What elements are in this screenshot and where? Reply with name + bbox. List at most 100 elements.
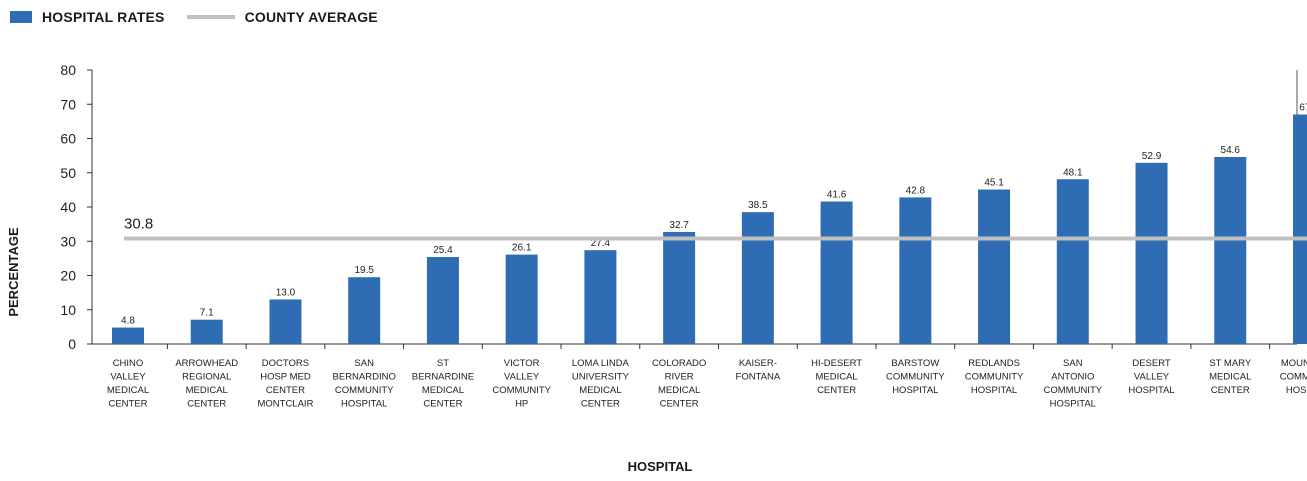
x-category-label: ARROWHEAD REGIONAL MEDICAL CENTER	[175, 358, 238, 410]
y-tick-label: 0	[68, 336, 76, 352]
x-category-label-line: CENTER	[817, 385, 856, 396]
bar-value-label: 41.6	[827, 190, 847, 201]
x-category-label: HI-DESERT MEDICAL CENTER	[811, 358, 862, 396]
x-category-label-line: BERNARDINO	[333, 372, 396, 383]
x-category-label-line: CHINO	[113, 358, 144, 369]
x-category-label-line: HOSP MED	[260, 372, 311, 383]
bar	[426, 257, 459, 344]
x-category-label-line: MONTCLAIR	[257, 399, 313, 410]
x-category-label-line: VALLEY	[504, 372, 540, 383]
x-category-label-line: COMMUNITY	[886, 372, 945, 383]
x-category-label: SAN ANTONIO COMMUNITY HOSPITAL	[1044, 358, 1103, 410]
bar-value-label: 38.5	[748, 200, 768, 211]
x-category-label-line: REGIONAL	[182, 372, 231, 383]
bar-value-label: 27.4	[591, 238, 611, 249]
x-category-label-line: MEDICAL	[107, 385, 149, 396]
x-category-label-line: CENTER	[1211, 385, 1250, 396]
x-category-label-line: SAN	[354, 358, 374, 369]
x-category-label: CHINO VALLEY MEDICAL CENTER	[107, 358, 149, 410]
x-category-label-line: ST	[437, 358, 449, 369]
x-category-label-line: MEDICAL	[186, 385, 228, 396]
bar-value-label: 67.0	[1299, 103, 1307, 114]
bar-value-label: 42.8	[906, 185, 926, 196]
x-category-label: VICTOR VALLEY COMMUNITY HP	[492, 358, 551, 410]
x-category-label-line: CENTER	[187, 399, 226, 410]
x-category-label-line: HOSPITAL	[1050, 399, 1096, 410]
bar-value-label: 25.4	[433, 245, 453, 256]
x-category-label-line: SAN	[1063, 358, 1083, 369]
chart-bars	[112, 114, 1307, 345]
bar	[505, 254, 538, 344]
x-category-label-line: HOSPITAL	[892, 385, 938, 396]
county-average-value-label: 30.8	[124, 216, 153, 233]
x-category-label: ST MARY MEDICAL CENTER	[1209, 358, 1252, 396]
x-category-label-line: MOUNTAINS	[1281, 358, 1307, 369]
x-category-label: ST BERNARDINE MEDICAL CENTER	[412, 358, 474, 410]
x-category-label: DOCTORS HOSP MED CENTER MONTCLAIR	[257, 358, 313, 410]
bar	[269, 299, 302, 344]
y-axis-title: PERCENTAGE	[6, 227, 21, 317]
bar	[663, 232, 696, 344]
bar	[584, 250, 617, 344]
x-category-label-line: UNIVERSITY	[572, 372, 630, 383]
x-category-label: BARSTOW COMMUNITY HOSPITAL	[886, 358, 945, 396]
bar-value-label: 13.0	[276, 287, 296, 298]
x-category-label-line: VALLEY	[110, 372, 146, 383]
x-category-label-line: DESERT	[1132, 358, 1171, 369]
bar	[820, 201, 853, 344]
bar	[1135, 162, 1168, 344]
chart-labels: 4.8 CHINO VALLEY MEDICAL CENTER 7.1 ARROWHEAD R…	[107, 103, 1307, 410]
bar	[348, 277, 381, 344]
x-category-label-line: DOCTORS	[262, 358, 309, 369]
x-category-label-line: VALLEY	[1134, 372, 1170, 383]
chart-legend: HOSPITAL RATES COUNTY AVERAGE	[10, 7, 392, 27]
bar	[190, 319, 223, 344]
bar-value-label: 52.9	[1142, 151, 1162, 162]
y-tick-label: 60	[60, 131, 76, 147]
y-tick-label: 50	[60, 165, 76, 181]
x-category-label-line: COMMUNITY	[335, 385, 394, 396]
bar	[1056, 179, 1089, 344]
x-category-label-line: COMMUNITY	[965, 372, 1024, 383]
x-category-label-line: HOSPITAL	[341, 399, 387, 410]
bar-value-label: 48.1	[1063, 167, 1083, 178]
x-category-label-line: HI-DESERT	[811, 358, 862, 369]
x-category-label-line: HOSPITAL	[1286, 385, 1307, 396]
x-category-label-line: VICTOR	[504, 358, 540, 369]
x-category-label-line: ARROWHEAD	[175, 358, 238, 369]
y-tick-label: 30	[60, 233, 76, 249]
x-category-label-line: FONTANA	[736, 372, 781, 383]
x-category-label-line: KAISER-	[739, 358, 777, 369]
x-category-label-line: MEDICAL	[815, 372, 857, 383]
x-category-label-line: CENTER	[660, 399, 699, 410]
bar	[978, 189, 1011, 344]
x-axis-title: HOSPITAL	[628, 459, 693, 474]
x-category-label: COLORADO RIVER MEDICAL CENTER	[652, 358, 706, 410]
x-category-label-line: CENTER	[423, 399, 462, 410]
bar-value-label: 54.6	[1221, 145, 1241, 156]
bar-value-label: 32.7	[669, 220, 689, 231]
bar	[741, 212, 774, 344]
y-tick-label: 80	[60, 62, 76, 78]
bar-value-label: 4.8	[121, 316, 135, 327]
x-category-label-line: HOSPITAL	[971, 385, 1017, 396]
x-category-label: MOUNTAINS COMMUNITY HOSPITAL	[1280, 358, 1307, 396]
bar-value-label: 7.1	[200, 308, 214, 319]
bar	[1293, 114, 1307, 345]
x-category-label-line: ST MARY	[1209, 358, 1252, 369]
bar-value-label: 19.5	[354, 265, 374, 276]
x-category-label: SAN BERNARDINO COMMUNITY HOSPITAL	[333, 358, 396, 410]
x-category-label-line: COMMUNITY	[492, 385, 551, 396]
bar	[1214, 156, 1247, 344]
bar	[112, 327, 144, 344]
x-category-label-line: COMMUNITY	[1280, 372, 1307, 383]
x-category-label-line: HP	[515, 399, 528, 410]
y-tick-label: 10	[60, 302, 76, 318]
x-category-label-line: CENTER	[581, 399, 620, 410]
x-category-label: DESERT VALLEY HOSPITAL	[1128, 358, 1174, 396]
x-category-label-line: ANTONIO	[1051, 372, 1094, 383]
x-category-label: LOMA LINDA UNIVERSITY MEDICAL CENTER	[572, 358, 630, 410]
bar-value-label: 45.1	[984, 178, 1004, 189]
legend-item-county-average: COUNTY AVERAGE	[186, 9, 378, 25]
